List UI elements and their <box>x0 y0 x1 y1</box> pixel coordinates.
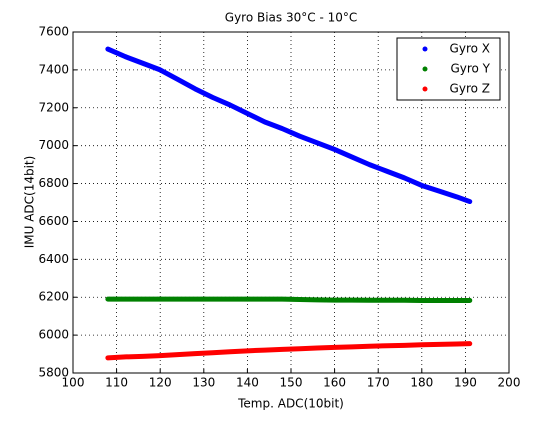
legend-box <box>396 37 501 101</box>
legend-marker <box>422 86 428 92</box>
y-tick-label: 6800 <box>38 176 69 190</box>
y-tick-label: 6400 <box>38 252 69 266</box>
data-line <box>105 46 473 205</box>
x-tick-label: 140 <box>236 376 259 390</box>
y-tick-label: 7200 <box>38 100 69 114</box>
x-tick-label: 200 <box>498 376 521 390</box>
x-tick-label: 120 <box>149 376 172 390</box>
y-tick-label: 5800 <box>38 366 69 380</box>
legend-marker <box>422 46 428 52</box>
legend-label: Gyro Y <box>450 62 490 76</box>
y-tick-label: 6000 <box>38 328 69 342</box>
x-tick-label: 130 <box>192 376 215 390</box>
y-tick-label: 7400 <box>38 62 69 76</box>
chart-title: Gyro Bias 30°C - 10°C <box>225 11 357 25</box>
x-tick-label: 100 <box>62 376 85 390</box>
legend-label: Gyro X <box>450 42 490 56</box>
x-tick-label: 170 <box>367 376 390 390</box>
y-tick-label: 7000 <box>38 138 69 152</box>
data-line <box>105 296 473 303</box>
x-tick-label: 160 <box>323 376 346 390</box>
x-tick-label: 150 <box>280 376 303 390</box>
y-tick-label: 7600 <box>38 25 69 39</box>
x-tick-label: 180 <box>410 376 433 390</box>
y-tick-label: 6200 <box>38 290 69 304</box>
y-axis-label: IMU ADC(14bit) <box>23 156 37 249</box>
x-tick-label: 110 <box>105 376 128 390</box>
x-tick-label: 190 <box>454 376 477 390</box>
legend-marker <box>422 66 428 72</box>
legend-label: Gyro Z <box>450 82 490 96</box>
x-axis-label: Temp. ADC(10bit) <box>237 397 344 411</box>
data-line <box>105 341 473 361</box>
y-tick-label: 6600 <box>38 214 69 228</box>
